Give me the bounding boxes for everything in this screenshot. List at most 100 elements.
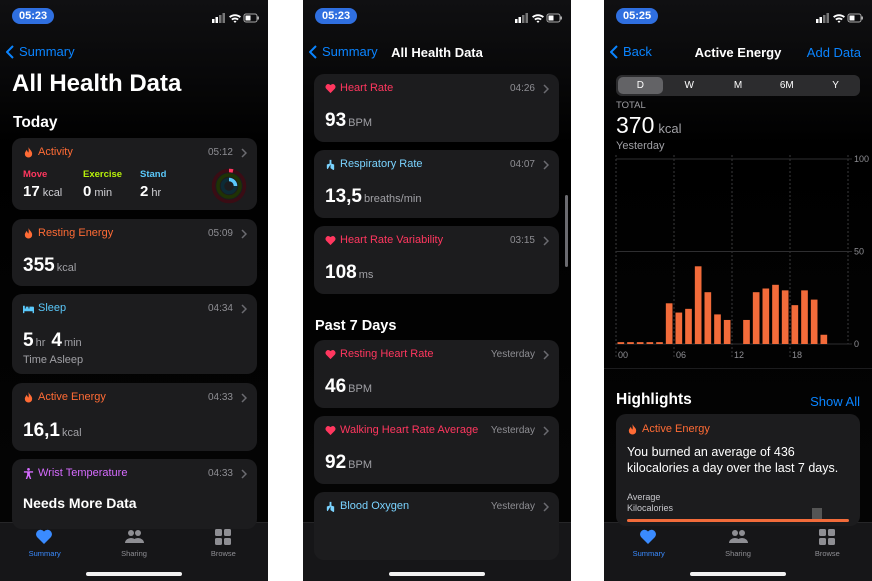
signal-bar (215, 17, 218, 23)
value: 46 (325, 376, 347, 397)
signal-bar (522, 15, 525, 23)
unit: min (63, 337, 82, 349)
section-title: Today (13, 114, 58, 131)
health-card[interactable]: Heart Rate Variability 03:15 108 ms (314, 226, 559, 294)
card-title: Active Energy (23, 391, 106, 403)
chevron-shape (543, 236, 549, 246)
health-card[interactable]: Sleep 04:34 5 hr 4 min Time Asleep (12, 294, 257, 374)
tab-icon-shape (223, 529, 231, 536)
bar (762, 288, 770, 344)
card-time: 05:09 (207, 228, 233, 239)
tab-icon-shape (827, 538, 835, 545)
home-indicator (690, 572, 786, 576)
back-button[interactable]: Summary (6, 44, 75, 59)
tab-item[interactable]: Browse (193, 528, 253, 564)
x-tick-label: 00 (618, 350, 628, 360)
bar (820, 334, 828, 344)
battery-tip (861, 16, 863, 20)
signal-bar (219, 15, 222, 23)
health-card[interactable]: Walking Heart Rate Average Yesterday 92 BPM (314, 416, 559, 484)
chevron-shape (241, 469, 247, 479)
health-card[interactable]: Activity 05:12 Move 17 kcal Exercise 0 min Stand… (12, 138, 257, 210)
card-title-text: Heart Rate (340, 82, 394, 94)
card-time: 05:12 (207, 147, 233, 158)
health-card[interactable]: Wrist Temperature 04:33 Needs More Data (12, 459, 257, 529)
card-title-text: Heart Rate Variability (340, 234, 444, 246)
tab-icon-shape (728, 538, 748, 543)
chevron-shape (543, 350, 549, 360)
card-title-text: Blood Oxygen (340, 500, 410, 512)
card-icon-shape (326, 501, 335, 512)
card-icon-shape (325, 349, 336, 359)
value-row: 93 BPM (325, 110, 372, 132)
wifi-icon (229, 14, 241, 23)
ring-label: Stand (140, 169, 167, 180)
card-icon (326, 159, 335, 170)
phone-screen: 05:25 Back Summary Sharing Browse Active Ene… (604, 0, 872, 581)
card-icon (325, 349, 336, 359)
unit: BPM (348, 117, 372, 129)
health-card[interactable]: Resting Heart Rate Yesterday 46 BPM (314, 340, 559, 408)
battery-tip (257, 16, 259, 20)
tab-bar: Summary Sharing Browse (604, 522, 872, 581)
chevron (543, 350, 549, 360)
home-indicator (86, 572, 182, 576)
unit: kcal (61, 427, 82, 439)
segment[interactable]: M (733, 80, 743, 91)
health-card[interactable]: Respiratory Rate 04:07 13,5 breaths/min (314, 150, 559, 218)
wifi-icon (532, 14, 544, 23)
health-card[interactable]: Resting Energy 05:09 355 kcal (12, 219, 257, 286)
health-card[interactable]: Blood Oxygen Yesterday (314, 492, 559, 560)
value: 0 (83, 183, 92, 200)
tab-item[interactable]: Summary (619, 528, 679, 564)
unit: kcal (56, 262, 77, 274)
tab-icon (124, 530, 144, 543)
show-all-button[interactable]: Show All (810, 394, 860, 409)
battery-level (548, 15, 554, 21)
segment[interactable]: W (684, 80, 694, 91)
total-label: TOTAL (616, 100, 646, 111)
value: 93 (325, 110, 347, 131)
segment[interactable]: 6M (779, 80, 794, 91)
back-button[interactable]: Back (610, 44, 652, 59)
segment[interactable]: Y (832, 80, 839, 91)
value: 355 (23, 255, 55, 276)
card-title-text: Activity (38, 146, 73, 158)
battery-level (245, 15, 251, 21)
tab-item[interactable]: Sharing (104, 528, 164, 564)
tab-bar: Summary Sharing Browse (0, 522, 268, 581)
card-icon (325, 83, 336, 93)
card-time: 03:15 (509, 235, 535, 246)
tab-icon-shape (127, 530, 134, 536)
tab-item[interactable]: Sharing (708, 528, 768, 564)
highlight-card[interactable]: Active Energy You burned an average of 43… (616, 414, 860, 526)
unit: BPM (348, 383, 372, 395)
ring-track (216, 173, 242, 199)
value-row: 5 hr 4 min (23, 330, 82, 352)
activity-rings (211, 168, 247, 204)
tab-item[interactable]: Summary (15, 528, 75, 564)
card-title: Wrist Temperature (23, 467, 127, 479)
segment[interactable]: D (618, 77, 663, 94)
tab-label: Sharing (121, 549, 147, 558)
card-title: Active Energy (627, 423, 710, 435)
chevron-shape (241, 148, 247, 158)
card-time: 04:33 (207, 392, 233, 403)
health-card[interactable]: Heart Rate 04:26 93 BPM (314, 74, 559, 142)
value: 16,1 (23, 420, 60, 441)
value: 17 (23, 183, 40, 200)
health-card[interactable]: Active Energy 04:33 16,1 kcal (12, 383, 257, 451)
add-data-button[interactable]: Add Data (806, 45, 861, 60)
value-row: 13,5 breaths/min (325, 186, 421, 208)
x-tick-label: 06 (676, 350, 686, 360)
back-button[interactable]: Summary (309, 44, 378, 59)
bar (810, 299, 818, 344)
tab-item[interactable]: Browse (797, 528, 857, 564)
total-row: 370 kcal (616, 112, 682, 139)
card-title: Resting Energy (23, 227, 113, 239)
back-chevron (6, 44, 14, 59)
status-icons (515, 13, 562, 23)
card-title: Heart Rate (325, 82, 393, 94)
back-chevron-shape (610, 44, 618, 59)
